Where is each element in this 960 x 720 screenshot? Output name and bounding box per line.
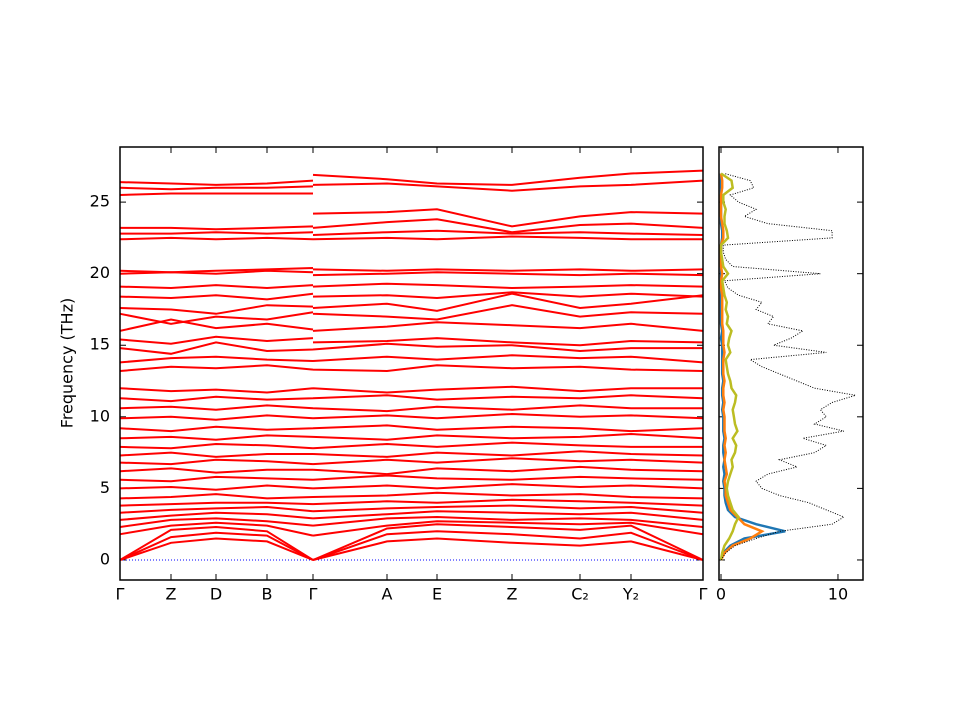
y-tick-label: 5 xyxy=(100,478,110,497)
x-tick-label: 0 xyxy=(716,585,726,604)
band xyxy=(119,530,704,561)
band xyxy=(119,394,704,403)
band xyxy=(119,520,704,537)
band xyxy=(119,364,704,373)
band xyxy=(119,169,704,186)
band xyxy=(119,235,703,241)
band xyxy=(119,510,704,521)
dos-curve xyxy=(719,172,740,561)
plot-frame xyxy=(119,146,704,581)
y-axis-label: Frequency (THz) xyxy=(58,298,77,428)
band xyxy=(119,335,704,347)
band xyxy=(119,441,703,450)
band xyxy=(119,318,704,332)
x-tick-label: Z xyxy=(166,585,177,604)
x-tick-label: D xyxy=(210,585,222,604)
band xyxy=(119,450,704,458)
band xyxy=(119,412,704,421)
x-tick-label: Γ xyxy=(309,585,318,604)
x-tick-label: 10 xyxy=(828,585,848,604)
band xyxy=(119,179,704,192)
band xyxy=(119,292,704,315)
x-tick-label: A xyxy=(382,585,393,604)
band xyxy=(119,537,704,561)
band xyxy=(119,385,703,394)
band xyxy=(119,523,704,561)
y-tick-label: 20 xyxy=(90,263,110,282)
band xyxy=(119,304,704,325)
dos-curve xyxy=(720,173,856,561)
band xyxy=(119,267,704,274)
band xyxy=(119,432,704,441)
band xyxy=(119,483,704,491)
band xyxy=(119,341,703,355)
y-tick-label: 15 xyxy=(90,335,110,354)
band xyxy=(119,465,704,476)
x-tick-label: E xyxy=(432,585,442,604)
x-tick-label: Y₂ xyxy=(622,585,639,604)
plot-frame xyxy=(718,146,864,581)
x-tick-label: B xyxy=(262,585,273,604)
y-tick-label: 10 xyxy=(90,406,110,425)
band xyxy=(119,515,704,528)
band xyxy=(119,491,704,500)
y-tick-label: 25 xyxy=(90,192,110,211)
band xyxy=(119,354,704,364)
x-tick-label: Γ xyxy=(699,585,708,604)
x-tick-label: Γ xyxy=(116,585,125,604)
band xyxy=(119,504,704,514)
band xyxy=(119,404,703,413)
dos-curve xyxy=(719,173,765,561)
band xyxy=(119,424,704,433)
band xyxy=(119,474,704,483)
x-tick-label: Z xyxy=(507,585,518,604)
band xyxy=(120,218,704,234)
band xyxy=(119,457,704,466)
band xyxy=(119,192,704,228)
band xyxy=(119,498,704,507)
band xyxy=(120,229,704,236)
x-tick-label: C₂ xyxy=(571,585,589,604)
band xyxy=(119,282,704,290)
band xyxy=(119,291,704,301)
y-tick-label: 0 xyxy=(100,549,110,568)
